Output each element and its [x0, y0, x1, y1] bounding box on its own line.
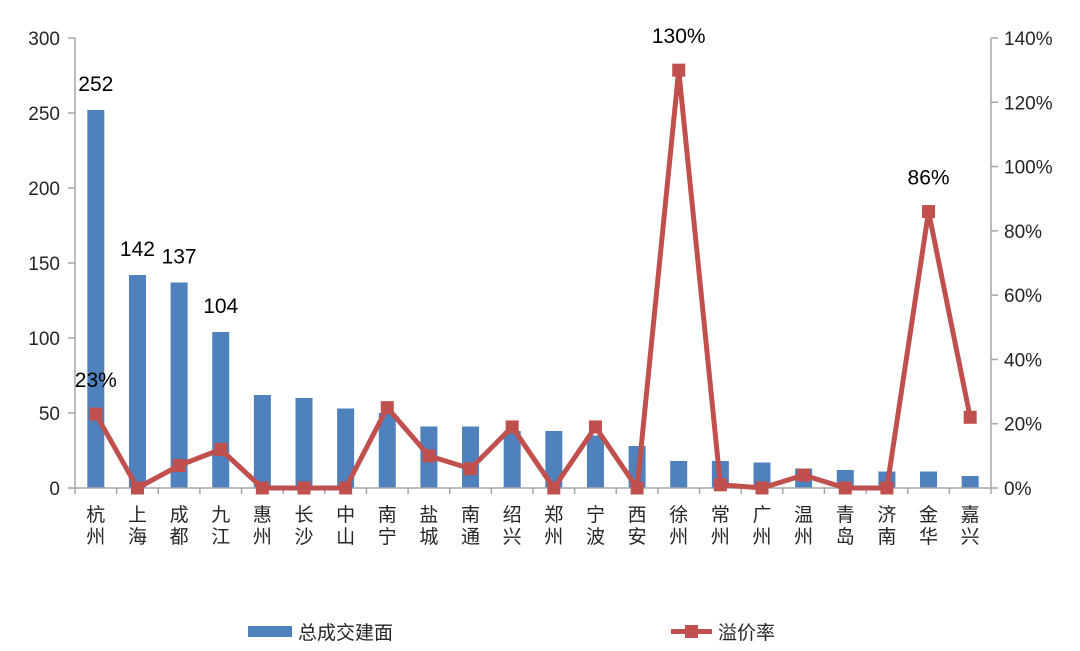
- premium-rate-line: [93, 69, 973, 496]
- bar-成都: [170, 282, 188, 488]
- bar-惠州: [253, 395, 271, 488]
- line-value-label: 23%: [75, 369, 117, 392]
- line-marker-广州: [755, 481, 769, 495]
- x-axis-category-label: 成都: [170, 504, 189, 548]
- bar-长沙: [295, 398, 313, 488]
- bar-value-label: 104: [203, 295, 238, 318]
- line-series-swatch: [671, 624, 712, 638]
- line-value-label: 86%: [908, 167, 950, 190]
- bar-杭州: [87, 110, 105, 488]
- right-axis-tick-label: 140%: [1004, 29, 1053, 50]
- right-axis-tick-label: 80%: [1004, 222, 1042, 243]
- line-marker-嘉兴: [963, 410, 977, 424]
- line-series-legend-label: 溢价率: [718, 622, 776, 644]
- x-axis-category-label: 郑州: [544, 504, 563, 548]
- left-axis-tick-label: 150: [28, 254, 60, 275]
- bar-series-swatch: [248, 625, 292, 637]
- left-axis-tick-label: 300: [28, 29, 60, 50]
- x-axis-category-label: 宁波: [586, 504, 605, 548]
- line-marker-郑州: [547, 481, 561, 495]
- x-axis-category-label: 广州: [752, 504, 771, 548]
- x-axis-category-label: 西安: [628, 505, 647, 548]
- bar-徐州: [670, 461, 688, 488]
- bar-value-label: 137: [162, 246, 197, 269]
- line-marker-徐州: [672, 63, 686, 77]
- x-axis-category-label: 杭州: [86, 504, 105, 548]
- line-marker-绍兴: [505, 420, 519, 434]
- x-axis-category-label: 南宁: [378, 504, 397, 548]
- bar-value-label: 252: [78, 73, 113, 96]
- left-axis-tick-label: 0: [49, 479, 60, 500]
- line-marker-青岛: [838, 481, 852, 495]
- right-axis-tick-label: 20%: [1004, 415, 1042, 436]
- line-marker-上海: [130, 481, 144, 495]
- x-axis-category-label: 温州: [794, 504, 813, 548]
- x-axis-category-label: 盐城: [419, 504, 438, 548]
- bar-南通: [462, 426, 480, 488]
- x-axis-category-label: 常州: [711, 504, 730, 548]
- line-marker-南通: [464, 462, 478, 476]
- bar-宁波: [586, 435, 604, 488]
- line-marker-九江: [214, 442, 228, 456]
- left-axis-tick-label: 50: [39, 404, 60, 425]
- line-marker-长沙: [297, 481, 311, 495]
- right-axis-tick-label: 0%: [1004, 479, 1032, 500]
- bar-九江: [212, 332, 230, 488]
- bar-金华: [920, 471, 938, 488]
- bar-value-label: 142: [120, 238, 155, 261]
- line-marker-宁波: [588, 420, 602, 434]
- line-marker-杭州: [89, 407, 103, 421]
- x-axis-category-label: 青岛: [836, 504, 855, 548]
- line-marker-济南: [880, 481, 894, 495]
- x-axis-category-label: 徐州: [669, 504, 688, 548]
- bar-上海: [128, 275, 146, 488]
- right-axis-tick-label: 40%: [1004, 350, 1042, 371]
- legend-item-line-series: 溢价率: [671, 618, 775, 644]
- line-value-label: 130%: [652, 25, 706, 48]
- x-axis-category-label: 金华: [919, 504, 938, 548]
- x-axis-category-label: 九江: [211, 504, 230, 548]
- line-marker-成都: [172, 459, 186, 472]
- bar-中山: [337, 408, 355, 488]
- legend-item-bar-series: 总成交建面: [248, 618, 393, 644]
- x-axis-category-label: 惠州: [253, 504, 272, 548]
- bar-嘉兴: [961, 476, 979, 488]
- line-marker-南宁: [380, 401, 394, 415]
- x-axis-category-label: 上海: [128, 504, 147, 548]
- right-axis-tick-label: 60%: [1004, 286, 1042, 307]
- bar-郑州: [545, 431, 563, 488]
- right-axis-tick-label: 120%: [1004, 93, 1053, 114]
- right-axis-tick-label: 100%: [1004, 158, 1053, 179]
- line-marker-惠州: [255, 481, 269, 495]
- x-axis-category-label: 济南: [877, 504, 896, 548]
- left-axis-tick-label: 100: [28, 329, 60, 350]
- left-axis-tick-label: 200: [28, 179, 60, 200]
- line-marker-西安: [630, 481, 644, 495]
- line-marker-盐城: [422, 449, 436, 463]
- bar-南宁: [378, 413, 396, 488]
- line-marker-金华: [922, 205, 936, 219]
- bar-绍兴: [503, 431, 521, 488]
- x-axis-category-label: 南通: [461, 504, 480, 548]
- line-swatch-square-marker: [685, 624, 698, 638]
- line-marker-温州: [797, 468, 811, 482]
- x-axis-category-label: 中山: [336, 504, 355, 548]
- x-axis-category-label: 绍兴: [503, 504, 522, 548]
- left-axis-tick-label: 250: [28, 104, 60, 125]
- line-marker-中山: [339, 481, 353, 495]
- line-marker-常州: [713, 478, 727, 492]
- bar-series-legend-label: 总成交建面: [298, 622, 394, 644]
- x-axis-category-label: 长沙: [294, 504, 313, 548]
- x-axis-category-label: 嘉兴: [961, 504, 980, 548]
